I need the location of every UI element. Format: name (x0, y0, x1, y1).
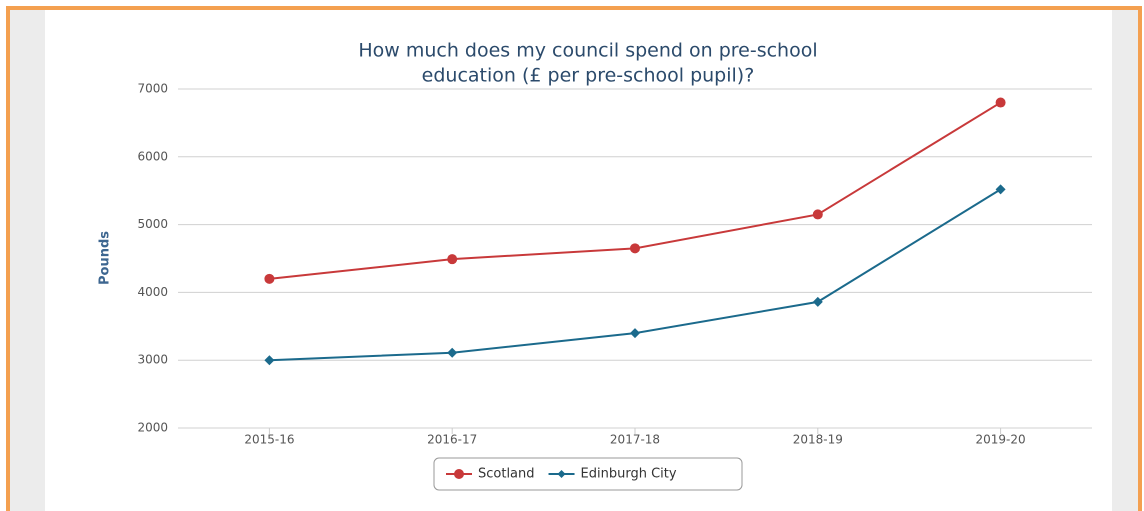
x-tick-label: 2017-18 (610, 433, 660, 447)
x-tick-label: 2015-16 (244, 433, 294, 447)
y-axis-label: Pounds (98, 231, 113, 285)
legend-marker (454, 469, 464, 479)
chart-title: education (£ per pre-school pupil)? (422, 65, 755, 87)
y-tick-label: 5000 (137, 217, 168, 231)
point (812, 209, 823, 220)
point (264, 273, 275, 284)
chart-title: How much does my council spend on pre-sc… (358, 40, 817, 62)
point (447, 254, 458, 265)
y-tick-label: 6000 (137, 149, 168, 163)
point (447, 347, 458, 358)
legend-box (433, 457, 743, 491)
y-tick-label: 2000 (137, 421, 168, 435)
y-tick-label: 4000 (137, 285, 168, 299)
y-tick-label: 3000 (137, 353, 168, 367)
point (630, 328, 640, 339)
legend-label: Edinburgh City (581, 467, 677, 482)
point (264, 355, 275, 366)
x-tick-label: 2016-17 (427, 433, 477, 447)
y-tick-label: 7000 (137, 82, 168, 96)
point (812, 296, 823, 307)
point (995, 97, 1006, 108)
point (630, 243, 640, 254)
point (995, 184, 1006, 195)
x-tick-label: 2018-19 (793, 433, 843, 447)
legend: Scotland Edinburgh City (433, 457, 743, 491)
x-tick-label: 2019-20 (976, 433, 1026, 447)
legend-marker (557, 470, 566, 478)
legend-label: Scotland (478, 467, 535, 482)
